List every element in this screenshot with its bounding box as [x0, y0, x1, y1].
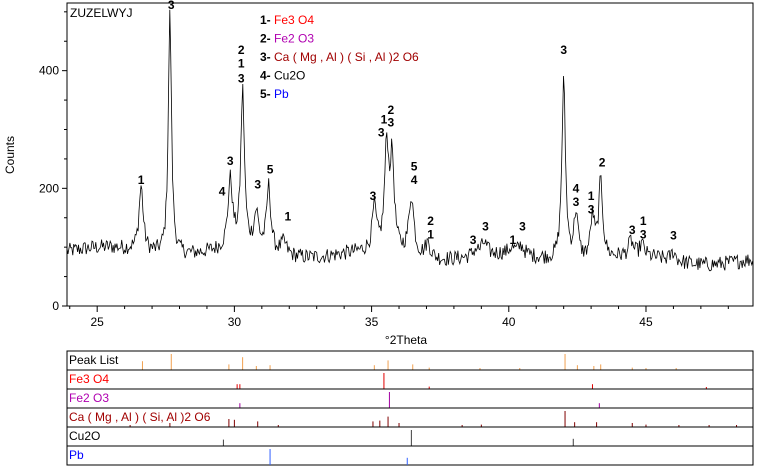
x-tick-label: 25 [91, 315, 105, 329]
peak-label: 3 [227, 154, 234, 168]
peak-label: 3 [560, 43, 567, 57]
y-tick-label: 200 [39, 181, 59, 195]
peak-label: 2 [599, 156, 606, 170]
stick-row-label: Peak List [69, 353, 119, 367]
peak-label: 4 [219, 184, 226, 198]
stick-row-label: Pb [69, 448, 84, 462]
peak-label: 4 [411, 173, 418, 187]
peak-label: 3 [370, 189, 377, 203]
legend-entry-5: 5- Pb [260, 87, 289, 101]
x-axis: 25 30 35 40 45 [69, 306, 729, 329]
peak-label: 3 [238, 71, 245, 85]
peak-label: 4 [573, 181, 580, 195]
peak-label: 3 [573, 195, 580, 209]
peak-label: 2 [238, 43, 245, 57]
legend-entry-3: 3- Ca ( Mg , Al ) ( Si , Al )2 O6 [260, 50, 419, 64]
peak-label: 3 [640, 227, 647, 241]
peak-label: 5 [411, 160, 418, 174]
y-tick-label: 400 [39, 64, 59, 78]
peak-label: 1 [510, 233, 517, 247]
peak-label: 2 [387, 103, 394, 117]
peak-label: 3 [387, 116, 394, 130]
peak-label: 3 [670, 229, 677, 243]
peak-label: 3 [168, 0, 175, 12]
phase-legend: 1- Fe3 O4 2- Fe2 O3 3- Ca ( Mg , Al ) ( Si… [260, 13, 419, 101]
stick-row-label: Fe3 O4 [69, 372, 109, 386]
legend-entry-1: 1- Fe3 O4 [260, 13, 314, 27]
peak-label: 3 [482, 220, 489, 234]
trace-layer [66, 9, 754, 272]
peak-label: 2 [427, 214, 434, 228]
peak-label: 3 [470, 233, 477, 247]
x-tick-label: 35 [365, 315, 379, 329]
peak-label: 1 [427, 227, 434, 241]
peak-label: 3 [588, 203, 595, 217]
peak-label: 3 [629, 223, 636, 237]
x-tick-label: 40 [502, 315, 516, 329]
peak-label: 1 [640, 214, 647, 228]
legend-entry-2: 2- Fe2 O3 [260, 32, 314, 46]
y-tick-label: 0 [52, 299, 59, 313]
stick-row-label: Fe2 O3 [69, 391, 109, 405]
sample-label: ZUZELWYJ [70, 6, 132, 20]
reference-stick-panel: Peak List Fe3 O4 Fe2 O3 Ca ( Mg , Al ) ( Si… [66, 350, 754, 466]
peak-label: 3 [378, 126, 385, 140]
peak-label: 3 [519, 220, 526, 234]
peak-label: 1 [588, 189, 595, 203]
diffraction-trace [66, 9, 754, 272]
stick-row-label: Ca ( Mg , Al ) ( Si, Al )2 O6 [69, 410, 211, 424]
x-tick-label: 30 [228, 315, 242, 329]
peak-label: 1 [285, 210, 292, 224]
x-axis-title: °2Theta [385, 333, 427, 347]
peak-label: 5 [267, 163, 274, 177]
peak-label: 1 [238, 57, 245, 71]
y-axis-title: Counts [3, 136, 17, 174]
y-axis: 0 200 400 [39, 11, 67, 313]
peak-label: 1 [138, 173, 145, 187]
peak-label: 1 [381, 113, 388, 127]
diffractogram-plot: ZUZELWYJ 1- Fe3 O4 2- Fe2 O3 3- Ca ( Mg , … [3, 0, 754, 347]
stick-row-label: Cu2O [69, 429, 100, 443]
legend-entry-4: 4- Cu2O [260, 69, 305, 83]
plot-frame [66, 2, 754, 307]
peak-label: 3 [254, 177, 261, 191]
x-tick-label: 45 [639, 315, 653, 329]
